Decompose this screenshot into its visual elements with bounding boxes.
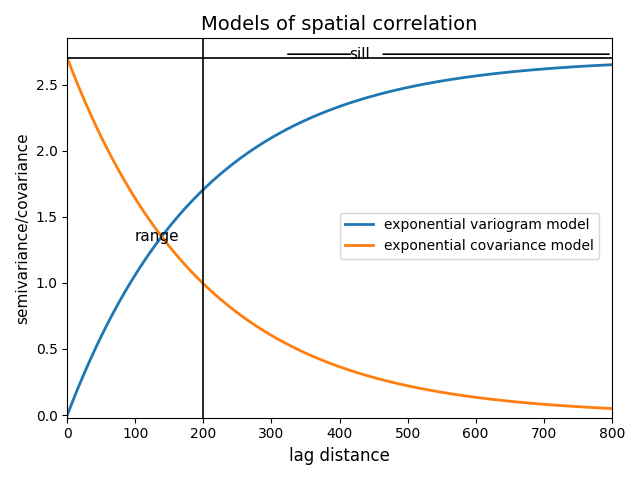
Line: exponential covariance model: exponential covariance model	[67, 58, 612, 408]
Text: range: range	[135, 229, 180, 244]
Title: Models of spatial correlation: Models of spatial correlation	[202, 15, 477, 34]
exponential variogram model	[328, 106, 336, 112]
exponential variogram model	[608, 62, 616, 68]
exponential covariance model	[92, 121, 99, 127]
Text: sill: sill	[349, 47, 371, 62]
exponential variogram model	[63, 412, 71, 418]
exponential covariance model	[608, 406, 616, 411]
exponential covariance model	[314, 356, 321, 361]
X-axis label: lag distance: lag distance	[289, 447, 390, 465]
exponential covariance model	[328, 361, 336, 367]
exponential covariance model	[592, 405, 600, 410]
Legend: exponential variogram model, exponential covariance model: exponential variogram model, exponential…	[340, 213, 600, 259]
exponential covariance model	[492, 397, 500, 403]
exponential variogram model	[92, 346, 99, 352]
exponential variogram model	[492, 71, 500, 76]
exponential variogram model	[314, 112, 321, 118]
exponential covariance model	[63, 55, 71, 61]
Y-axis label: semivariance/covariance: semivariance/covariance	[15, 132, 30, 324]
exponential variogram model	[592, 62, 600, 68]
exponential variogram model	[592, 62, 600, 68]
Line: exponential variogram model: exponential variogram model	[67, 65, 612, 415]
exponential covariance model	[592, 405, 600, 410]
